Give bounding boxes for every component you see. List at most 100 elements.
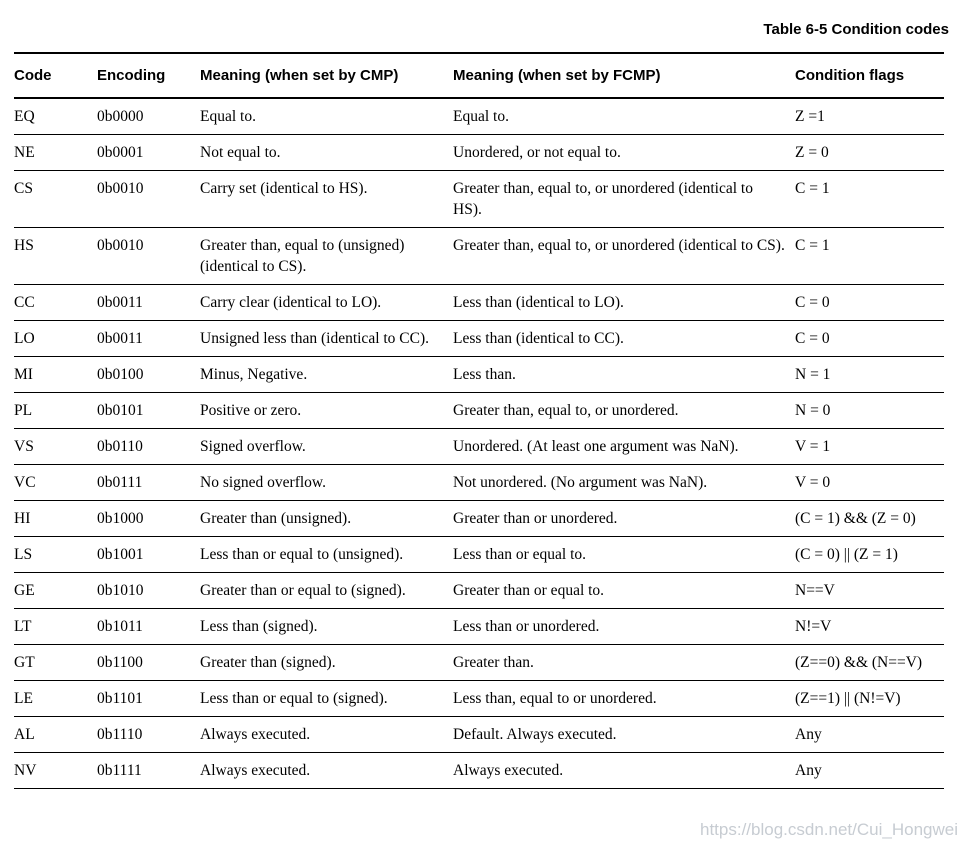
cmp-meaning-cell: Positive or zero.	[200, 392, 453, 429]
condition-flags-cell: C = 1	[795, 170, 944, 228]
encoding-cell: 0b0100	[97, 356, 200, 393]
encoding-cell: 0b1001	[97, 536, 200, 573]
table-row: HS 0b0010 Greater than, equal to (unsigned…	[14, 227, 944, 285]
table-row: GT 0b1100 Greater than (signed). Greater th…	[14, 644, 944, 681]
code-cell: CC	[14, 284, 97, 321]
table-row: AL 0b1110 Always executed. Default. Always …	[14, 716, 944, 753]
code-cell: MI	[14, 356, 97, 393]
condition-flags-cell: N = 0	[795, 392, 944, 429]
encoding-cell: 0b1110	[97, 716, 200, 753]
header-encoding: Encoding	[97, 53, 200, 99]
table-row: NE 0b0001 Not equal to. Unordered, or not e…	[14, 134, 944, 171]
code-cell: LT	[14, 608, 97, 645]
code-cell: VS	[14, 428, 97, 465]
table-row: EQ 0b0000 Equal to. Equal to. Z =1	[14, 98, 944, 135]
condition-flags-cell: N!=V	[795, 608, 944, 645]
fcmp-meaning-cell: Less than (identical to CC).	[453, 320, 795, 357]
encoding-cell: 0b0001	[97, 134, 200, 171]
fcmp-meaning-cell: Default. Always executed.	[453, 716, 795, 753]
fcmp-meaning-cell: Unordered. (At least one argument was Na…	[453, 428, 795, 465]
cmp-meaning-cell: Not equal to.	[200, 134, 453, 171]
encoding-cell: 0b0010	[97, 170, 200, 228]
encoding-cell: 0b0111	[97, 464, 200, 501]
table-row: GE 0b1010 Greater than or equal to (signed…	[14, 572, 944, 609]
table-body: EQ 0b0000 Equal to. Equal to. Z =1 NE 0b0001 No…	[14, 98, 944, 789]
code-cell: LS	[14, 536, 97, 573]
cmp-meaning-cell: Always executed.	[200, 716, 453, 753]
cmp-meaning-cell: Signed overflow.	[200, 428, 453, 465]
fcmp-meaning-cell: Greater than.	[453, 644, 795, 681]
encoding-cell: 0b1100	[97, 644, 200, 681]
condition-flags-cell: Z = 0	[795, 134, 944, 171]
cmp-meaning-cell: Unsigned less than (identical to CC).	[200, 320, 453, 357]
code-cell: EQ	[14, 98, 97, 135]
code-cell: PL	[14, 392, 97, 429]
cmp-meaning-cell: Greater than or equal to (signed).	[200, 572, 453, 609]
table-row: LT 0b1011 Less than (signed). Less than or …	[14, 608, 944, 645]
fcmp-meaning-cell: Unordered, or not equal to.	[453, 134, 795, 171]
header-meaning-cmp: Meaning (when set by CMP)	[200, 53, 453, 99]
fcmp-meaning-cell: Greater than, equal to, or unordered (id…	[453, 170, 795, 228]
condition-flags-cell: C = 0	[795, 320, 944, 357]
encoding-cell: 0b0110	[97, 428, 200, 465]
cmp-meaning-cell: Greater than (signed).	[200, 644, 453, 681]
header-condition-flags: Condition flags	[795, 53, 944, 99]
table-row: CC 0b0011 Carry clear (identical to LO). Le…	[14, 284, 944, 321]
encoding-cell: 0b0000	[97, 98, 200, 135]
code-cell: HI	[14, 500, 97, 537]
fcmp-meaning-cell: Greater than, equal to, or unordered (id…	[453, 227, 795, 285]
fcmp-meaning-cell: Greater than or equal to.	[453, 572, 795, 609]
code-cell: VC	[14, 464, 97, 501]
header-row: Code Encoding Meaning (when set by CMP) …	[14, 53, 944, 99]
cmp-meaning-cell: Equal to.	[200, 98, 453, 135]
encoding-cell: 0b0011	[97, 284, 200, 321]
code-cell: HS	[14, 227, 97, 285]
code-cell: GE	[14, 572, 97, 609]
condition-flags-cell: (C = 1) && (Z = 0)	[795, 500, 944, 537]
header-code: Code	[14, 53, 97, 99]
cmp-meaning-cell: Less than or equal to (signed).	[200, 680, 453, 717]
cmp-meaning-cell: Less than (signed).	[200, 608, 453, 645]
table-row: LS 0b1001 Less than or equal to (unsigned)…	[14, 536, 944, 573]
code-cell: AL	[14, 716, 97, 753]
fcmp-meaning-cell: Less than or unordered.	[453, 608, 795, 645]
condition-flags-cell: Any	[795, 716, 944, 753]
cmp-meaning-cell: Always executed.	[200, 752, 453, 789]
table-row: HI 0b1000 Greater than (unsigned). Greater …	[14, 500, 944, 537]
table-row: PL 0b0101 Positive or zero. Greater than, e…	[14, 392, 944, 429]
encoding-cell: 0b1111	[97, 752, 200, 789]
code-cell: CS	[14, 170, 97, 228]
table-row: VS 0b0110 Signed overflow. Unordered. (At l…	[14, 428, 944, 465]
condition-flags-cell: (C = 0) || (Z = 1)	[795, 536, 944, 573]
cmp-meaning-cell: Greater than, equal to (unsigned) (ident…	[200, 227, 453, 285]
table-caption: Table 6-5 Condition codes	[763, 21, 949, 38]
fcmp-meaning-cell: Greater than, equal to, or unordered.	[453, 392, 795, 429]
table-row: MI 0b0100 Minus, Negative. Less than. N = 1	[14, 356, 944, 393]
condition-flags-cell: C = 1	[795, 227, 944, 285]
encoding-cell: 0b1010	[97, 572, 200, 609]
cmp-meaning-cell: Minus, Negative.	[200, 356, 453, 393]
fcmp-meaning-cell: Less than or equal to.	[453, 536, 795, 573]
fcmp-meaning-cell: Always executed.	[453, 752, 795, 789]
table-row: NV 0b1111 Always executed. Always executed.…	[14, 752, 944, 789]
fcmp-meaning-cell: Less than (identical to LO).	[453, 284, 795, 321]
condition-flags-cell: C = 0	[795, 284, 944, 321]
encoding-cell: 0b1011	[97, 608, 200, 645]
code-cell: LO	[14, 320, 97, 357]
condition-flags-cell: N==V	[795, 572, 944, 609]
condition-flags-cell: N = 1	[795, 356, 944, 393]
watermark: https://blog.csdn.net/Cui_Hongwei	[700, 820, 958, 839]
cmp-meaning-cell: Greater than (unsigned).	[200, 500, 453, 537]
encoding-cell: 0b1000	[97, 500, 200, 537]
code-cell: GT	[14, 644, 97, 681]
table-row: LE 0b1101 Less than or equal to (signed). L…	[14, 680, 944, 717]
cmp-meaning-cell: Carry clear (identical to LO).	[200, 284, 453, 321]
fcmp-meaning-cell: Less than, equal to or unordered.	[453, 680, 795, 717]
table-row: LO 0b0011 Unsigned less than (identical to…	[14, 320, 944, 357]
fcmp-meaning-cell: Not unordered. (No argument was NaN).	[453, 464, 795, 501]
fcmp-meaning-cell: Greater than or unordered.	[453, 500, 795, 537]
cmp-meaning-cell: Carry set (identical to HS).	[200, 170, 453, 228]
fcmp-meaning-cell: Less than.	[453, 356, 795, 393]
encoding-cell: 0b0010	[97, 227, 200, 285]
